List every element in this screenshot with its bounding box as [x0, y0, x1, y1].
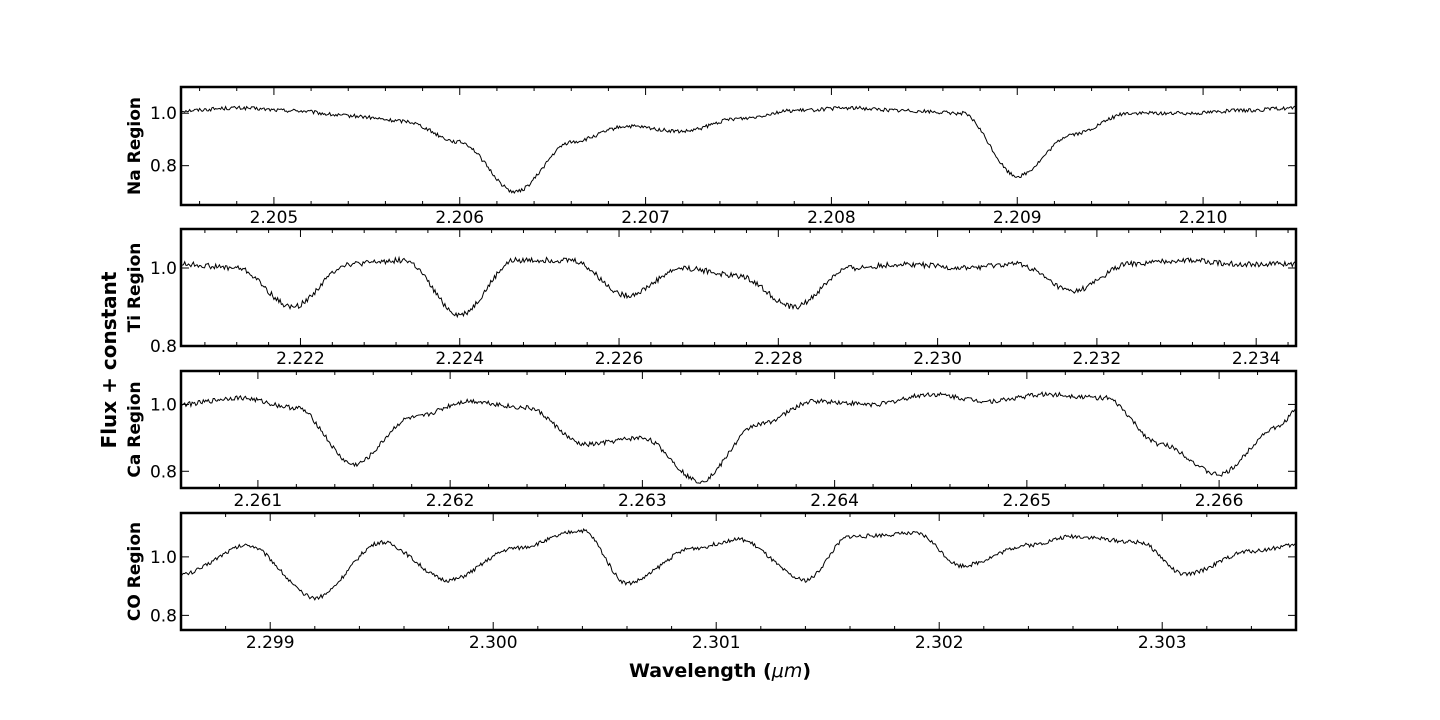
x-tick-label: 2.300	[469, 633, 518, 653]
x-tick-label: 2.206	[435, 208, 484, 228]
x-tick-label: 2.209	[993, 208, 1042, 228]
panel-1: 2.222 2.224 2.226 2.228 2.230 2.232 2.234 0.8 1.…	[125, 227, 1298, 369]
y-tick-label: 0.8	[150, 462, 177, 482]
x-tick-label: 2.222	[276, 349, 325, 369]
x-tick-label: 2.205	[250, 208, 299, 228]
x-tick-label: 2.261	[234, 491, 283, 511]
y-tick-label: 1.0	[150, 548, 177, 568]
axes-frame	[179, 511, 1298, 632]
x-tick-label: 2.262	[426, 491, 475, 511]
x-axis-label-unit: μm	[771, 660, 803, 682]
spectrum-line	[181, 255, 1296, 319]
y-tick-label: 0.8	[150, 606, 177, 626]
axes-frame	[179, 369, 1298, 490]
spectrum-line	[181, 391, 1296, 485]
x-tick-label: 2.208	[807, 208, 856, 228]
x-tick-label: 2.234	[1232, 349, 1281, 369]
panel-y-label: Ca Region	[125, 381, 145, 477]
spectrum-line	[181, 105, 1296, 195]
x-tick-label: 2.299	[246, 633, 295, 653]
x-tick-label: 2.224	[435, 349, 484, 369]
x-tick-label: 2.207	[621, 208, 670, 228]
common-y-axis-label: Flux + constant	[97, 271, 121, 448]
panel-0: 2.205 2.206 2.207 2.208 2.209 2.210 0.8 1.0Na R…	[125, 85, 1298, 228]
spectrum-line	[181, 527, 1296, 601]
x-axis-label: Wavelength (μm)	[629, 660, 811, 682]
x-tick-label: 2.232	[1073, 349, 1122, 369]
x-tick-label: 2.303	[1138, 633, 1187, 653]
x-axis-label-text: Wavelength (	[629, 660, 772, 682]
axes-frame	[179, 227, 1298, 348]
axes-frame	[179, 85, 1298, 207]
y-tick-label: 0.8	[150, 157, 177, 177]
x-tick-label: 2.226	[595, 349, 644, 369]
y-tick-label: 1.0	[150, 395, 177, 415]
panel-y-label: CO Region	[125, 522, 145, 621]
y-tick-label: 0.8	[150, 337, 177, 357]
x-tick-label: 2.265	[1003, 491, 1052, 511]
x-tick-label: 2.230	[913, 349, 962, 369]
x-tick-label: 2.228	[754, 349, 803, 369]
x-tick-label: 2.266	[1195, 491, 1244, 511]
x-tick-label: 2.302	[915, 633, 964, 653]
panel-2: 2.261 2.262 2.263 2.264 2.265 2.266 0.8 1.0Ca R…	[125, 369, 1298, 511]
y-tick-label: 1.0	[150, 259, 177, 279]
panel-y-label: Na Region	[125, 97, 145, 195]
x-tick-label: 2.264	[810, 491, 859, 511]
panel-y-label: Ti Region	[125, 243, 145, 333]
y-tick-label: 1.0	[150, 104, 177, 124]
panel-3: 2.299 2.300 2.301 2.302 2.303 0.8 1.0CO Region	[125, 511, 1298, 653]
x-tick-label: 2.301	[692, 633, 741, 653]
x-tick-label: 2.210	[1179, 208, 1228, 228]
x-axis-label-close: )	[802, 660, 811, 682]
x-tick-label: 2.263	[618, 491, 667, 511]
